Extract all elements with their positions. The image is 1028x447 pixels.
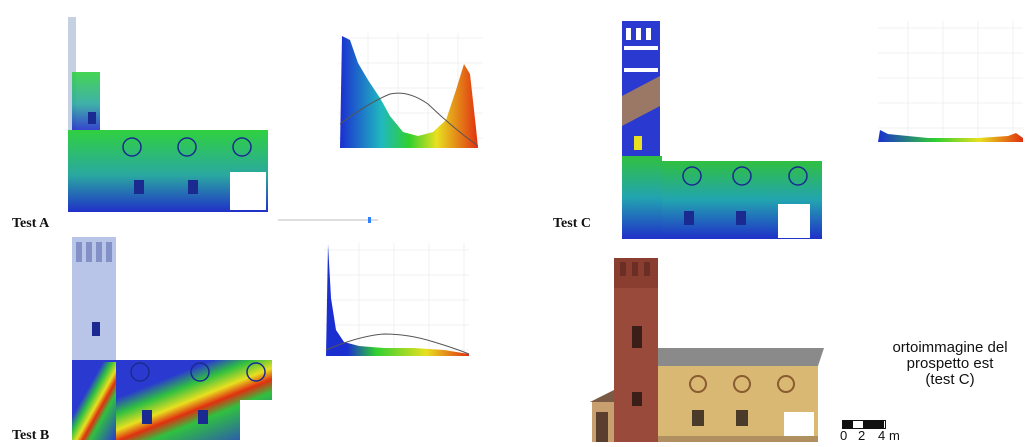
scale-unit: m [889,428,900,443]
caption-line-1: ortoimmagine del [892,339,1008,356]
test-a-panel [60,12,280,217]
test-a-histogram [328,28,488,158]
test-a-label: Test A [12,216,50,231]
test-c-panel [612,16,827,242]
test-b-histogram [314,238,474,366]
orthoimage-east-facade [586,252,831,442]
scale-tick-4: 4 [878,428,886,443]
test-b-label: Test B [12,428,50,443]
test-b-deviation-map [72,237,272,440]
test-a-deviation-map [68,17,268,212]
scale-tick-2: 2 [858,428,866,443]
caption-line-2: prospetto est [906,355,994,372]
scale-bar: 0 2 4 m [840,418,920,444]
test-c-histogram [868,16,1026,146]
caption-line-3: (test C) [925,371,975,388]
test-a-axis-strip [278,210,383,223]
scale-tick-0: 0 [840,428,848,443]
test-c-label: Test C [553,216,591,231]
test-c-deviation-map [622,21,822,239]
test-b-panel [60,222,280,442]
scale-bar-graphic [842,420,886,429]
orthoimage-caption: ortoimmagine del prospetto est (test C) [880,340,1020,388]
